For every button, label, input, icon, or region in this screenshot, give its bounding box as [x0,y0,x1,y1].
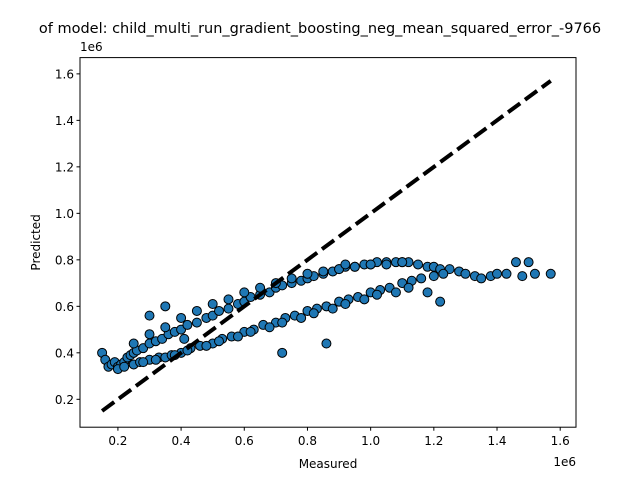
data-point [529,268,540,279]
x-axis-offset-label: 1e6 [553,455,576,469]
data-point [245,326,256,337]
data-point [128,338,139,349]
data-point [517,271,528,282]
data-point [296,312,307,323]
y-tick-label: 0.4 [55,346,74,360]
data-point [239,287,250,298]
data-point [150,354,161,365]
data-point [223,303,234,314]
data-point [286,273,297,284]
data-point [371,289,382,300]
data-point [207,299,218,309]
data-point [340,299,351,309]
data-point [428,271,439,282]
plot-area-frame [79,57,577,428]
y-axis-offset-label: 1e6 [80,40,103,54]
y-tick-label: 0.6 [55,300,74,314]
data-point [501,268,512,279]
chart-title: of model: child_multi_run_gradient_boost… [39,21,601,37]
data-point [160,301,171,312]
reference-line [100,79,552,413]
data-point [492,268,503,279]
data-point [179,333,190,344]
x-tick-label: 1.4 [487,434,506,448]
data-point [318,266,329,277]
data-point [340,259,351,270]
data-point [223,294,234,305]
x-tick-label: 0.6 [235,434,254,448]
y-axis-label: Predicted [29,214,43,270]
x-tick-label: 1.6 [551,434,570,448]
data-point [349,261,360,272]
y-axis-ticks: 0.2 0.4 0.6 0.8 1.0 1.2 1.4 1.6 [55,67,80,407]
data-point [523,257,534,268]
data-point [460,268,471,279]
data-point [144,329,155,340]
data-point [365,259,376,270]
points-layer [97,257,556,375]
y-tick-label: 1.6 [55,67,74,81]
data-point [403,282,414,293]
data-point [321,338,332,349]
data-point [327,303,338,314]
data-point [381,259,392,270]
data-point [277,347,288,358]
x-tick-label: 0.8 [298,434,317,448]
data-point [160,322,171,333]
data-point [138,357,149,368]
data-point [390,287,401,298]
data-point [119,361,130,372]
data-point [176,312,187,323]
x-tick-label: 1.0 [361,434,380,448]
data-point [476,273,487,284]
data-point [214,305,225,316]
data-point [510,257,521,268]
y-tick-label: 1.2 [55,160,74,174]
data-point [422,287,433,298]
data-point [308,308,319,319]
data-point [416,273,427,284]
x-axis-label: Measured [299,457,358,471]
y-tick-label: 1.4 [55,114,74,128]
data-point [359,294,370,305]
data-point [201,340,212,351]
x-tick-label: 0.4 [172,434,191,448]
x-tick-label: 1.2 [424,434,443,448]
y-tick-label: 0.2 [55,393,74,407]
data-point [545,268,556,279]
data-point [264,322,275,333]
data-point [191,317,202,328]
data-point [302,268,313,279]
x-axis-ticks: 0.2 0.4 0.6 0.8 1.0 1.2 1.4 1.6 [108,427,570,448]
data-point [214,336,225,347]
data-point [182,319,193,330]
y-tick-label: 1.0 [55,207,74,221]
y-tick-label: 0.8 [55,253,74,267]
data-point [397,257,408,268]
data-point [144,310,155,321]
data-point [277,317,288,328]
data-point [435,296,446,307]
data-point [413,259,424,270]
data-point [191,305,202,316]
x-tick-label: 0.2 [108,434,127,448]
data-point [438,268,449,279]
data-point [232,331,243,342]
